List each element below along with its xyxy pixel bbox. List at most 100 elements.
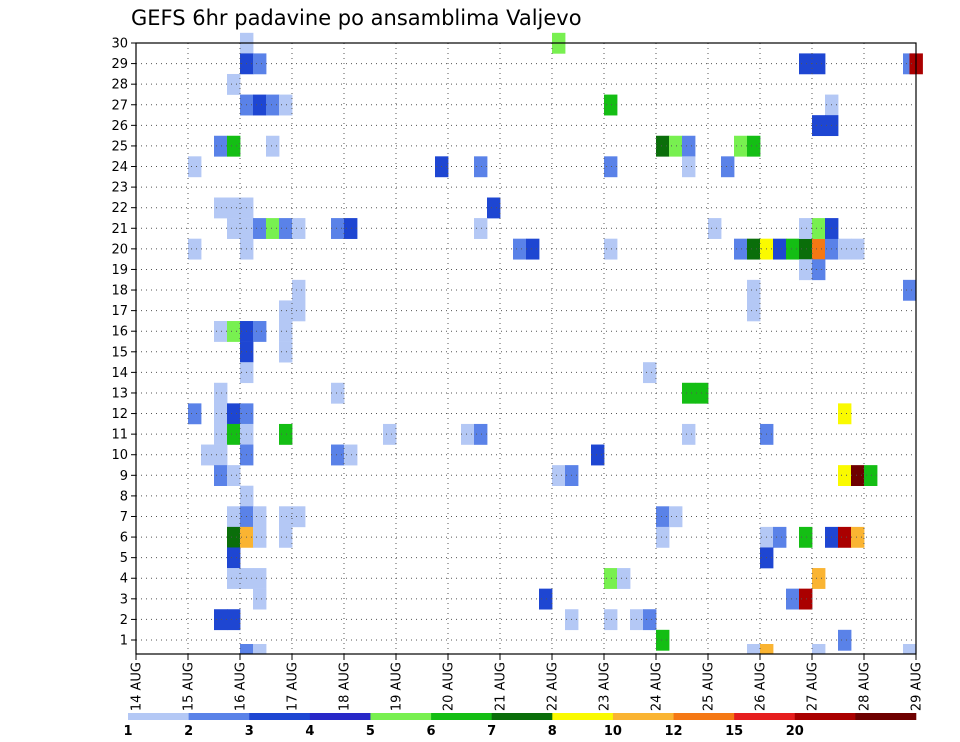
y-tick-label: 9: [120, 469, 128, 484]
colorbar-label: 12: [664, 724, 682, 739]
heatmap-cell: [812, 115, 826, 137]
heatmap-cell: [474, 423, 488, 445]
x-tick-label: 21 AUG: [494, 662, 509, 711]
heatmap-cell: [227, 197, 241, 219]
y-tick-label: 21: [111, 222, 128, 237]
heatmap-cell: [331, 444, 345, 466]
heatmap-cell: [864, 465, 878, 486]
heatmap-cell: [734, 135, 748, 157]
heatmap-cell: [279, 321, 293, 342]
heatmap-cell: [903, 644, 917, 654]
heatmap-cell: [799, 259, 813, 281]
heatmap-cell: [227, 321, 241, 342]
heatmap-cell: [799, 588, 813, 610]
heatmap-cell: [227, 568, 241, 589]
heatmap-cell: [721, 156, 735, 178]
colorbar-swatch: [673, 713, 735, 720]
y-tick-label: 22: [111, 201, 128, 216]
heatmap-cell: [604, 609, 618, 631]
heatmap-cell: [799, 53, 813, 75]
y-tick-label: 18: [111, 284, 128, 299]
heatmap-cell: [461, 423, 475, 445]
heatmap-cells: [188, 32, 923, 654]
y-tick-label: 19: [111, 263, 128, 278]
heatmap-cell: [253, 644, 267, 654]
x-tick-label: 17 AUG: [286, 662, 301, 711]
colorbar-swatch: [491, 713, 553, 720]
heatmap-cell: [838, 526, 852, 548]
heatmap-cell: [773, 526, 787, 548]
heatmap-cell: [682, 423, 696, 445]
x-tick-label: 15 AUG: [182, 662, 197, 711]
heatmap-cell: [747, 135, 761, 157]
heatmap-cell: [344, 444, 358, 466]
y-tick-label: 14: [111, 366, 128, 381]
heatmap-cell: [643, 609, 657, 631]
heatmap-cell: [812, 259, 826, 281]
heatmap-cell: [240, 644, 254, 654]
x-tick-label: 25 AUG: [702, 662, 717, 711]
heatmap-cell: [682, 156, 696, 178]
colorbar-swatch: [794, 713, 856, 720]
x-tick-label: 26 AUG: [754, 662, 769, 711]
y-tick-label: 25: [111, 139, 128, 154]
heatmap-cell: [786, 588, 800, 610]
heatmap-cell: [279, 218, 293, 239]
heatmap-cell: [604, 156, 618, 178]
y-tick-label: 17: [111, 304, 128, 319]
colorbar-swatch: [431, 713, 492, 720]
heatmap-cell: [227, 506, 241, 528]
heatmap-cell: [812, 568, 826, 589]
heatmap-cell: [669, 506, 683, 528]
heatmap-cell: [266, 218, 280, 239]
heatmap-cell: [227, 403, 241, 425]
x-tick-label: 23 AUG: [598, 662, 613, 711]
y-tick-label: 24: [111, 160, 128, 175]
heatmap-cell: [851, 238, 865, 260]
heatmap-cell: [279, 341, 293, 363]
heatmap-cell: [643, 362, 657, 384]
y-tick-label: 5: [120, 551, 128, 566]
heatmap-cell: [838, 238, 852, 260]
y-tick-label: 2: [120, 613, 128, 628]
heatmap-cell: [682, 382, 696, 404]
heatmap-cell: [656, 526, 670, 548]
colorbar-swatch: [128, 713, 189, 720]
heatmap-cell: [201, 444, 215, 466]
y-tick-label: 23: [111, 181, 128, 196]
heatmap-cell: [383, 423, 397, 445]
heatmap-cell: [266, 94, 280, 116]
heatmap-cell: [331, 218, 345, 239]
heatmap-cell: [682, 135, 696, 157]
heatmap-cell: [279, 94, 293, 116]
y-tick-label: 28: [111, 78, 128, 93]
heatmap-cell: [253, 568, 267, 589]
heatmap-cell: [214, 609, 228, 631]
heatmap-cell: [617, 568, 631, 589]
heatmap-cell: [851, 526, 865, 548]
heatmap-cell: [773, 238, 787, 260]
heatmap-cell: [656, 135, 670, 157]
x-tick-label: 27 AUG: [806, 662, 821, 711]
x-tick-label: 24 AUG: [650, 662, 665, 711]
heatmap-cell: [526, 238, 540, 260]
colorbar-label: 6: [427, 724, 436, 739]
colorbar-swatch: [370, 713, 432, 720]
heatmap-cell: [474, 218, 488, 239]
y-tick-label: 10: [111, 448, 128, 463]
y-axis-ticks: 1234567891011121314151617181920212223242…: [111, 37, 136, 649]
heatmap-cell: [799, 238, 813, 260]
heatmap-cell: [188, 156, 202, 178]
heatmap-cell: [708, 218, 722, 239]
heatmap-cell: [253, 53, 267, 75]
heatmap-cell: [487, 197, 501, 219]
x-tick-label: 29 AUG: [910, 662, 925, 711]
x-tick-label: 14 AUG: [130, 662, 145, 711]
y-tick-label: 27: [111, 98, 128, 113]
heatmap-cell: [604, 238, 618, 260]
heatmap-cell: [474, 156, 488, 178]
heatmap-cell: [253, 506, 267, 528]
heatmap-cell: [838, 465, 852, 486]
heatmap-cell: [747, 279, 761, 301]
x-tick-label: 16 AUG: [234, 662, 249, 711]
